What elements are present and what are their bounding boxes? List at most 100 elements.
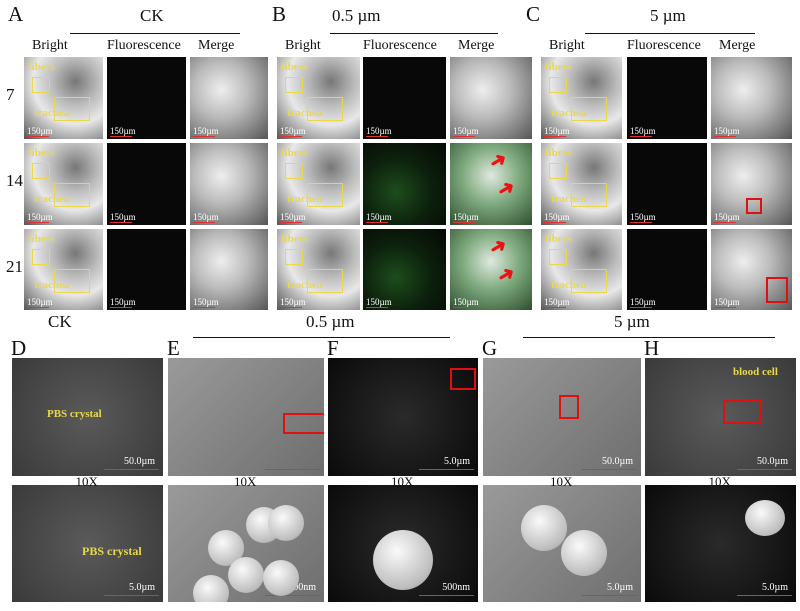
- magnification-label: 10X: [708, 474, 731, 489]
- sem-image: 500nm: [328, 485, 478, 602]
- scale-label: 150µm: [544, 297, 570, 307]
- highlight-box: [746, 198, 762, 214]
- magnification-label: 10X: [234, 474, 257, 489]
- group-title: CK: [48, 312, 72, 331]
- fibers-box: [549, 77, 567, 93]
- fibers-label: fibers: [28, 61, 55, 73]
- scale-label: 150µm: [630, 126, 656, 136]
- scale-bar: [104, 595, 159, 596]
- trachea-box: [54, 183, 90, 207]
- scale-label: 150µm: [27, 297, 53, 307]
- merge-image: 150µm: [450, 57, 532, 139]
- merge-image: 150µm ➜ ➜: [450, 229, 532, 310]
- bright-image: 150µm fibers trachea: [24, 229, 103, 310]
- trachea-box: [54, 97, 90, 121]
- trachea-box: [54, 269, 90, 293]
- sem-image: 5.0µm: [483, 485, 641, 602]
- trachea-box: [571, 97, 607, 121]
- scale-bar: [630, 307, 652, 308]
- sphere: [373, 530, 433, 590]
- sphere: [193, 575, 229, 602]
- trachea-label: trachea: [287, 107, 323, 119]
- trachea-label: trachea: [287, 279, 323, 291]
- sphere: [745, 500, 785, 536]
- pbs-crystal-label: PBS crystal: [82, 544, 142, 558]
- column-label: Bright: [285, 38, 321, 53]
- scale-bar: [630, 222, 652, 223]
- sem-image: 5.0µm PBS crystal: [12, 485, 163, 602]
- fibers-label: fibers: [545, 61, 572, 73]
- scale-bar: [110, 307, 132, 308]
- panel-letter: E: [167, 336, 180, 360]
- fluorescence-image: 150µm: [107, 57, 186, 139]
- scale-bar: [544, 307, 566, 308]
- trachea-box: [571, 183, 607, 207]
- trachea-label: trachea: [287, 193, 323, 205]
- sphere: [268, 505, 304, 541]
- scale-bar: [714, 136, 736, 137]
- scale-bar: [544, 136, 566, 137]
- scale-label: 150µm: [280, 297, 306, 307]
- scale-label: 150µm: [366, 126, 392, 136]
- scale-label: 150µm: [110, 212, 136, 222]
- scale-label: 150µm: [280, 126, 306, 136]
- scale-bar: [453, 307, 475, 308]
- trachea-box: [307, 183, 343, 207]
- merge-image: 150µm: [190, 57, 268, 139]
- scale-label: 50.0µm: [123, 456, 155, 467]
- scale-label: 150µm: [366, 297, 392, 307]
- column-label: Merge: [719, 38, 756, 53]
- fluorescence-image: 150µm: [363, 229, 446, 310]
- scale-bar: [193, 307, 215, 308]
- sphere: [561, 530, 607, 576]
- bright-image: 150µm fibers trachea: [277, 229, 360, 310]
- scale-bar: [193, 222, 215, 223]
- scale-label: 500nm: [288, 582, 316, 593]
- scale-label: 150µm: [193, 297, 219, 307]
- scale-bar: [544, 222, 566, 223]
- scale-label: 50.0µm: [601, 456, 633, 467]
- scale-label: 150µm: [193, 212, 219, 222]
- scale-label: 150µm: [714, 126, 740, 136]
- scale-label: 150µm: [544, 212, 570, 222]
- fluorescence-image: 150µm: [363, 143, 446, 225]
- trachea-label: trachea: [34, 193, 70, 205]
- column-label: Merge: [458, 38, 495, 53]
- pbs-crystal-label: PBS crystal: [47, 408, 102, 420]
- bright-image: 150µm fibers trachea: [277, 57, 360, 139]
- highlight-box: [283, 413, 324, 434]
- scale-bar: [193, 136, 215, 137]
- highlight-box: [723, 400, 761, 424]
- sphere: [228, 557, 264, 593]
- bright-image: 150µm fibers trachea: [541, 229, 622, 310]
- merge-image: 150µm: [711, 57, 792, 139]
- merge-image: 150µm: [190, 229, 268, 310]
- panel-letter: F: [327, 336, 339, 360]
- fibers-box: [32, 249, 50, 265]
- panel-letter: B: [272, 2, 287, 26]
- scale-label: 150µm: [630, 212, 656, 222]
- red-arrow-icon: ➜: [485, 233, 512, 261]
- fibers-box: [549, 249, 567, 265]
- scale-label: 5.0µm: [443, 456, 470, 467]
- group-underline: [70, 33, 240, 34]
- group-underline: [193, 337, 450, 338]
- sem-image: 50.0µm PBS crystal: [12, 358, 163, 476]
- scale-bar: [453, 222, 475, 223]
- scale-label: 150µm: [27, 126, 53, 136]
- scale-bar: [419, 595, 474, 596]
- panel-letter: D: [11, 336, 27, 360]
- fluorescence-image: 150µm: [363, 57, 446, 139]
- scale-bar: [265, 595, 320, 596]
- trachea-box: [307, 269, 343, 293]
- row-label: 7: [6, 85, 15, 104]
- bright-image: 150µm fibers trachea: [24, 57, 103, 139]
- highlight-box: [766, 277, 788, 303]
- group-underline: [330, 33, 498, 34]
- group-title: 0.5 µm: [306, 312, 355, 331]
- scale-label: 150µm: [110, 126, 136, 136]
- sem-image: 50.0µm blood cell: [645, 358, 796, 476]
- bright-image: 150µm fibers trachea: [277, 143, 360, 225]
- column-label: Merge: [198, 38, 235, 53]
